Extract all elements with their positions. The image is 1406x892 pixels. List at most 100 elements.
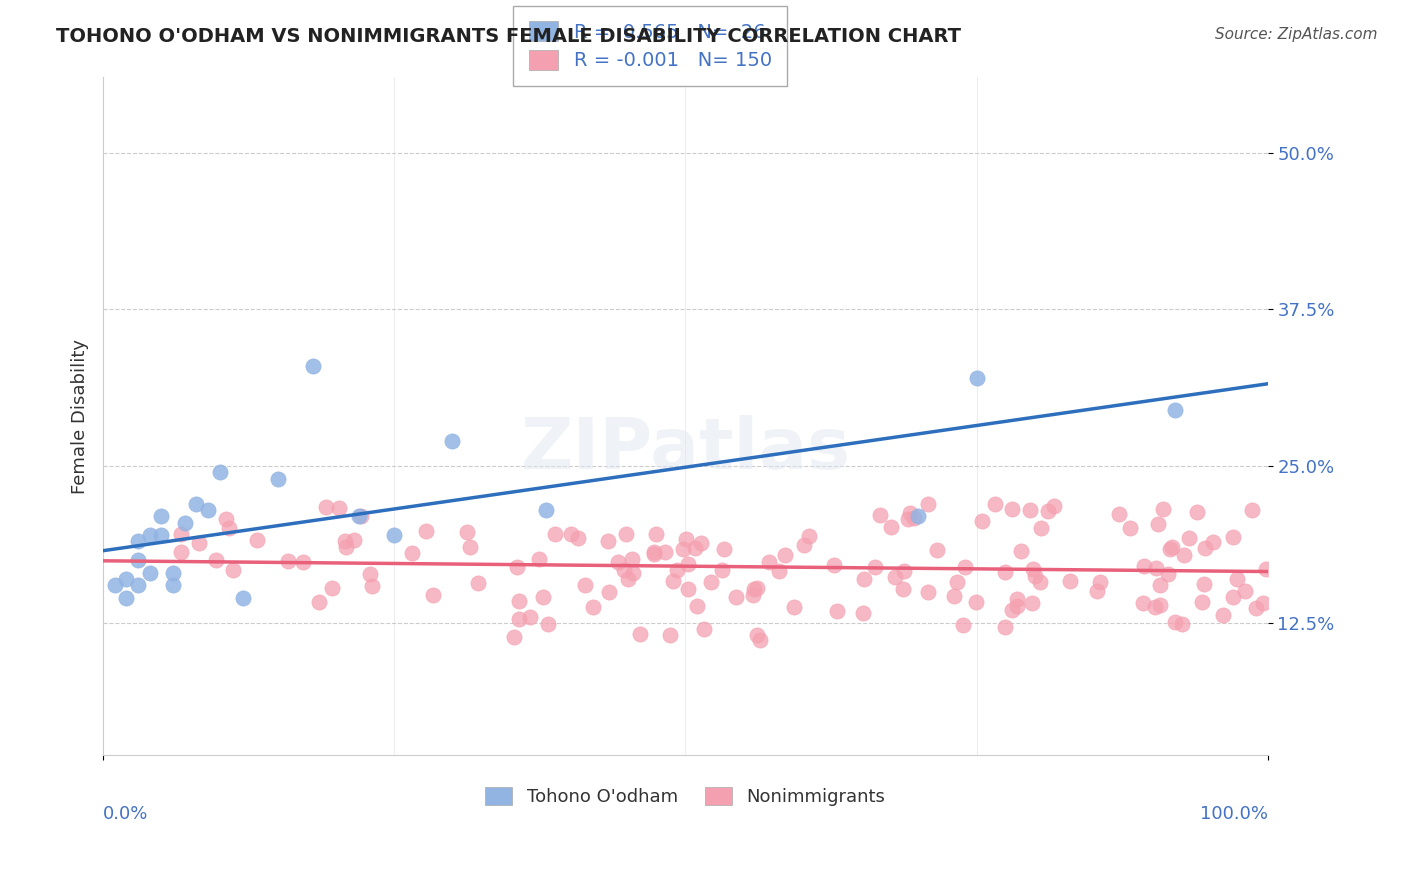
Point: [654, 545, 676, 559]
Point: [1018, 503, 1040, 517]
Point: [1149, 598, 1171, 612]
Point: [749, 632, 772, 647]
Point: [927, 542, 949, 557]
Point: [783, 599, 806, 614]
Point: [1191, 595, 1213, 609]
Point: [127, 578, 149, 592]
Point: [745, 628, 768, 642]
Point: [1246, 601, 1268, 615]
Text: 100.0%: 100.0%: [1199, 805, 1268, 822]
Point: [104, 578, 127, 592]
Point: [1164, 615, 1187, 630]
Point: [1163, 402, 1185, 417]
Point: [880, 520, 903, 534]
Point: [218, 521, 240, 535]
Point: [643, 547, 665, 561]
Point: [1212, 608, 1234, 623]
Point: [321, 581, 343, 595]
Point: [775, 548, 797, 562]
Point: [1000, 603, 1022, 617]
Point: [917, 497, 939, 511]
Text: Source: ZipAtlas.com: Source: ZipAtlas.com: [1215, 27, 1378, 42]
Point: [333, 534, 356, 549]
Point: [127, 553, 149, 567]
Point: [1222, 591, 1244, 605]
Point: [852, 572, 875, 586]
Point: [359, 566, 381, 581]
Point: [246, 533, 269, 547]
Point: [503, 630, 526, 644]
Point: [984, 497, 1007, 511]
Point: [1144, 560, 1167, 574]
Point: [678, 582, 700, 597]
Point: [1001, 502, 1024, 516]
Point: [953, 560, 976, 574]
Point: [115, 591, 138, 605]
Point: [768, 564, 790, 578]
Point: [1194, 541, 1216, 555]
Point: [1202, 534, 1225, 549]
Point: [138, 566, 160, 580]
Point: [534, 503, 557, 517]
Point: [508, 612, 530, 626]
Point: [1059, 574, 1081, 588]
Point: [946, 574, 969, 589]
Point: [792, 538, 814, 552]
Point: [574, 578, 596, 592]
Point: [162, 566, 184, 580]
Point: [1159, 542, 1181, 557]
Point: [1226, 572, 1249, 586]
Point: [742, 582, 765, 596]
Point: [308, 595, 330, 609]
Point: [222, 563, 245, 577]
Text: TOHONO O'ODHAM VS NONIMMIGRANTS FEMALE DISABILITY CORRELATION CHART: TOHONO O'ODHAM VS NONIMMIGRANTS FEMALE D…: [56, 27, 962, 45]
Point: [115, 572, 138, 586]
Point: [536, 617, 558, 632]
Point: [519, 609, 541, 624]
Point: [993, 620, 1015, 634]
Point: [686, 599, 709, 614]
Point: [544, 526, 567, 541]
Point: [232, 591, 254, 605]
Point: [458, 540, 481, 554]
Point: [328, 501, 350, 516]
Point: [758, 555, 780, 569]
Point: [1152, 502, 1174, 516]
Point: [441, 434, 464, 449]
Point: [415, 524, 437, 538]
Legend: Tohono O'odham, Nonimmigrants: Tohono O'odham, Nonimmigrants: [478, 780, 893, 814]
Point: [1171, 617, 1194, 632]
Point: [1149, 578, 1171, 592]
Point: [506, 560, 529, 574]
Point: [1010, 544, 1032, 558]
Point: [1119, 521, 1142, 535]
Point: [382, 528, 405, 542]
Point: [127, 534, 149, 549]
Point: [301, 359, 323, 373]
Point: [970, 515, 993, 529]
Point: [693, 622, 716, 636]
Point: [1241, 503, 1264, 517]
Point: [1222, 529, 1244, 543]
Point: [567, 531, 589, 545]
Point: [1029, 575, 1052, 590]
Point: [581, 600, 603, 615]
Point: [725, 590, 748, 604]
Y-axis label: Female Disability: Female Disability: [72, 339, 89, 493]
Point: [616, 572, 638, 586]
Point: [907, 509, 929, 524]
Point: [891, 582, 914, 596]
Point: [531, 590, 554, 604]
Point: [994, 565, 1017, 579]
Point: [1108, 508, 1130, 522]
Point: [292, 555, 315, 569]
Point: [208, 466, 231, 480]
Point: [215, 512, 238, 526]
Point: [623, 566, 645, 580]
Point: [825, 604, 848, 618]
Point: [349, 509, 371, 524]
Point: [621, 552, 644, 566]
Point: [1173, 548, 1195, 562]
Point: [852, 606, 875, 620]
Point: [662, 574, 685, 588]
